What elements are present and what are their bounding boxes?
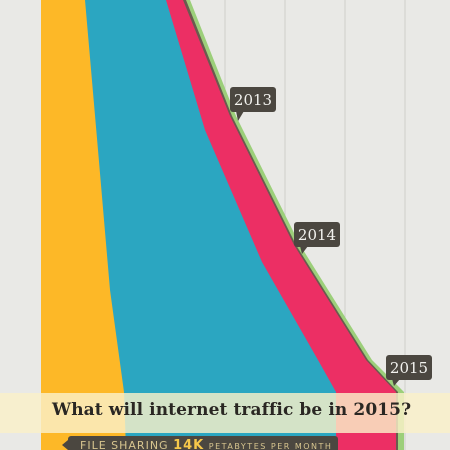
year-tag-2015 xyxy=(386,355,432,380)
chart-title: What will internet traffic be in 2015? xyxy=(52,400,412,420)
footer-callout xyxy=(68,436,338,450)
year-tag-pointer-2013 xyxy=(236,111,244,121)
footer-callout-pointer xyxy=(62,440,68,450)
footer-category: FILE SHARING xyxy=(80,439,169,450)
title-band xyxy=(0,393,450,433)
footer-value: 14K xyxy=(173,438,205,450)
footer-stat: FILE SHARING 14K PETABYTES PER MONTH xyxy=(80,438,332,450)
left-margin xyxy=(0,0,41,450)
year-label-2013: 2013 xyxy=(234,91,272,109)
year-tag-2014 xyxy=(294,222,340,247)
footer-unit: PETABYTES PER MONTH xyxy=(208,442,333,450)
year-label-2015: 2015 xyxy=(390,359,428,377)
year-label-2014: 2014 xyxy=(298,226,336,244)
year-tag-pointer-2014 xyxy=(300,246,308,254)
year-tag-pointer-2015 xyxy=(392,379,400,386)
year-tag-2013 xyxy=(230,87,276,112)
